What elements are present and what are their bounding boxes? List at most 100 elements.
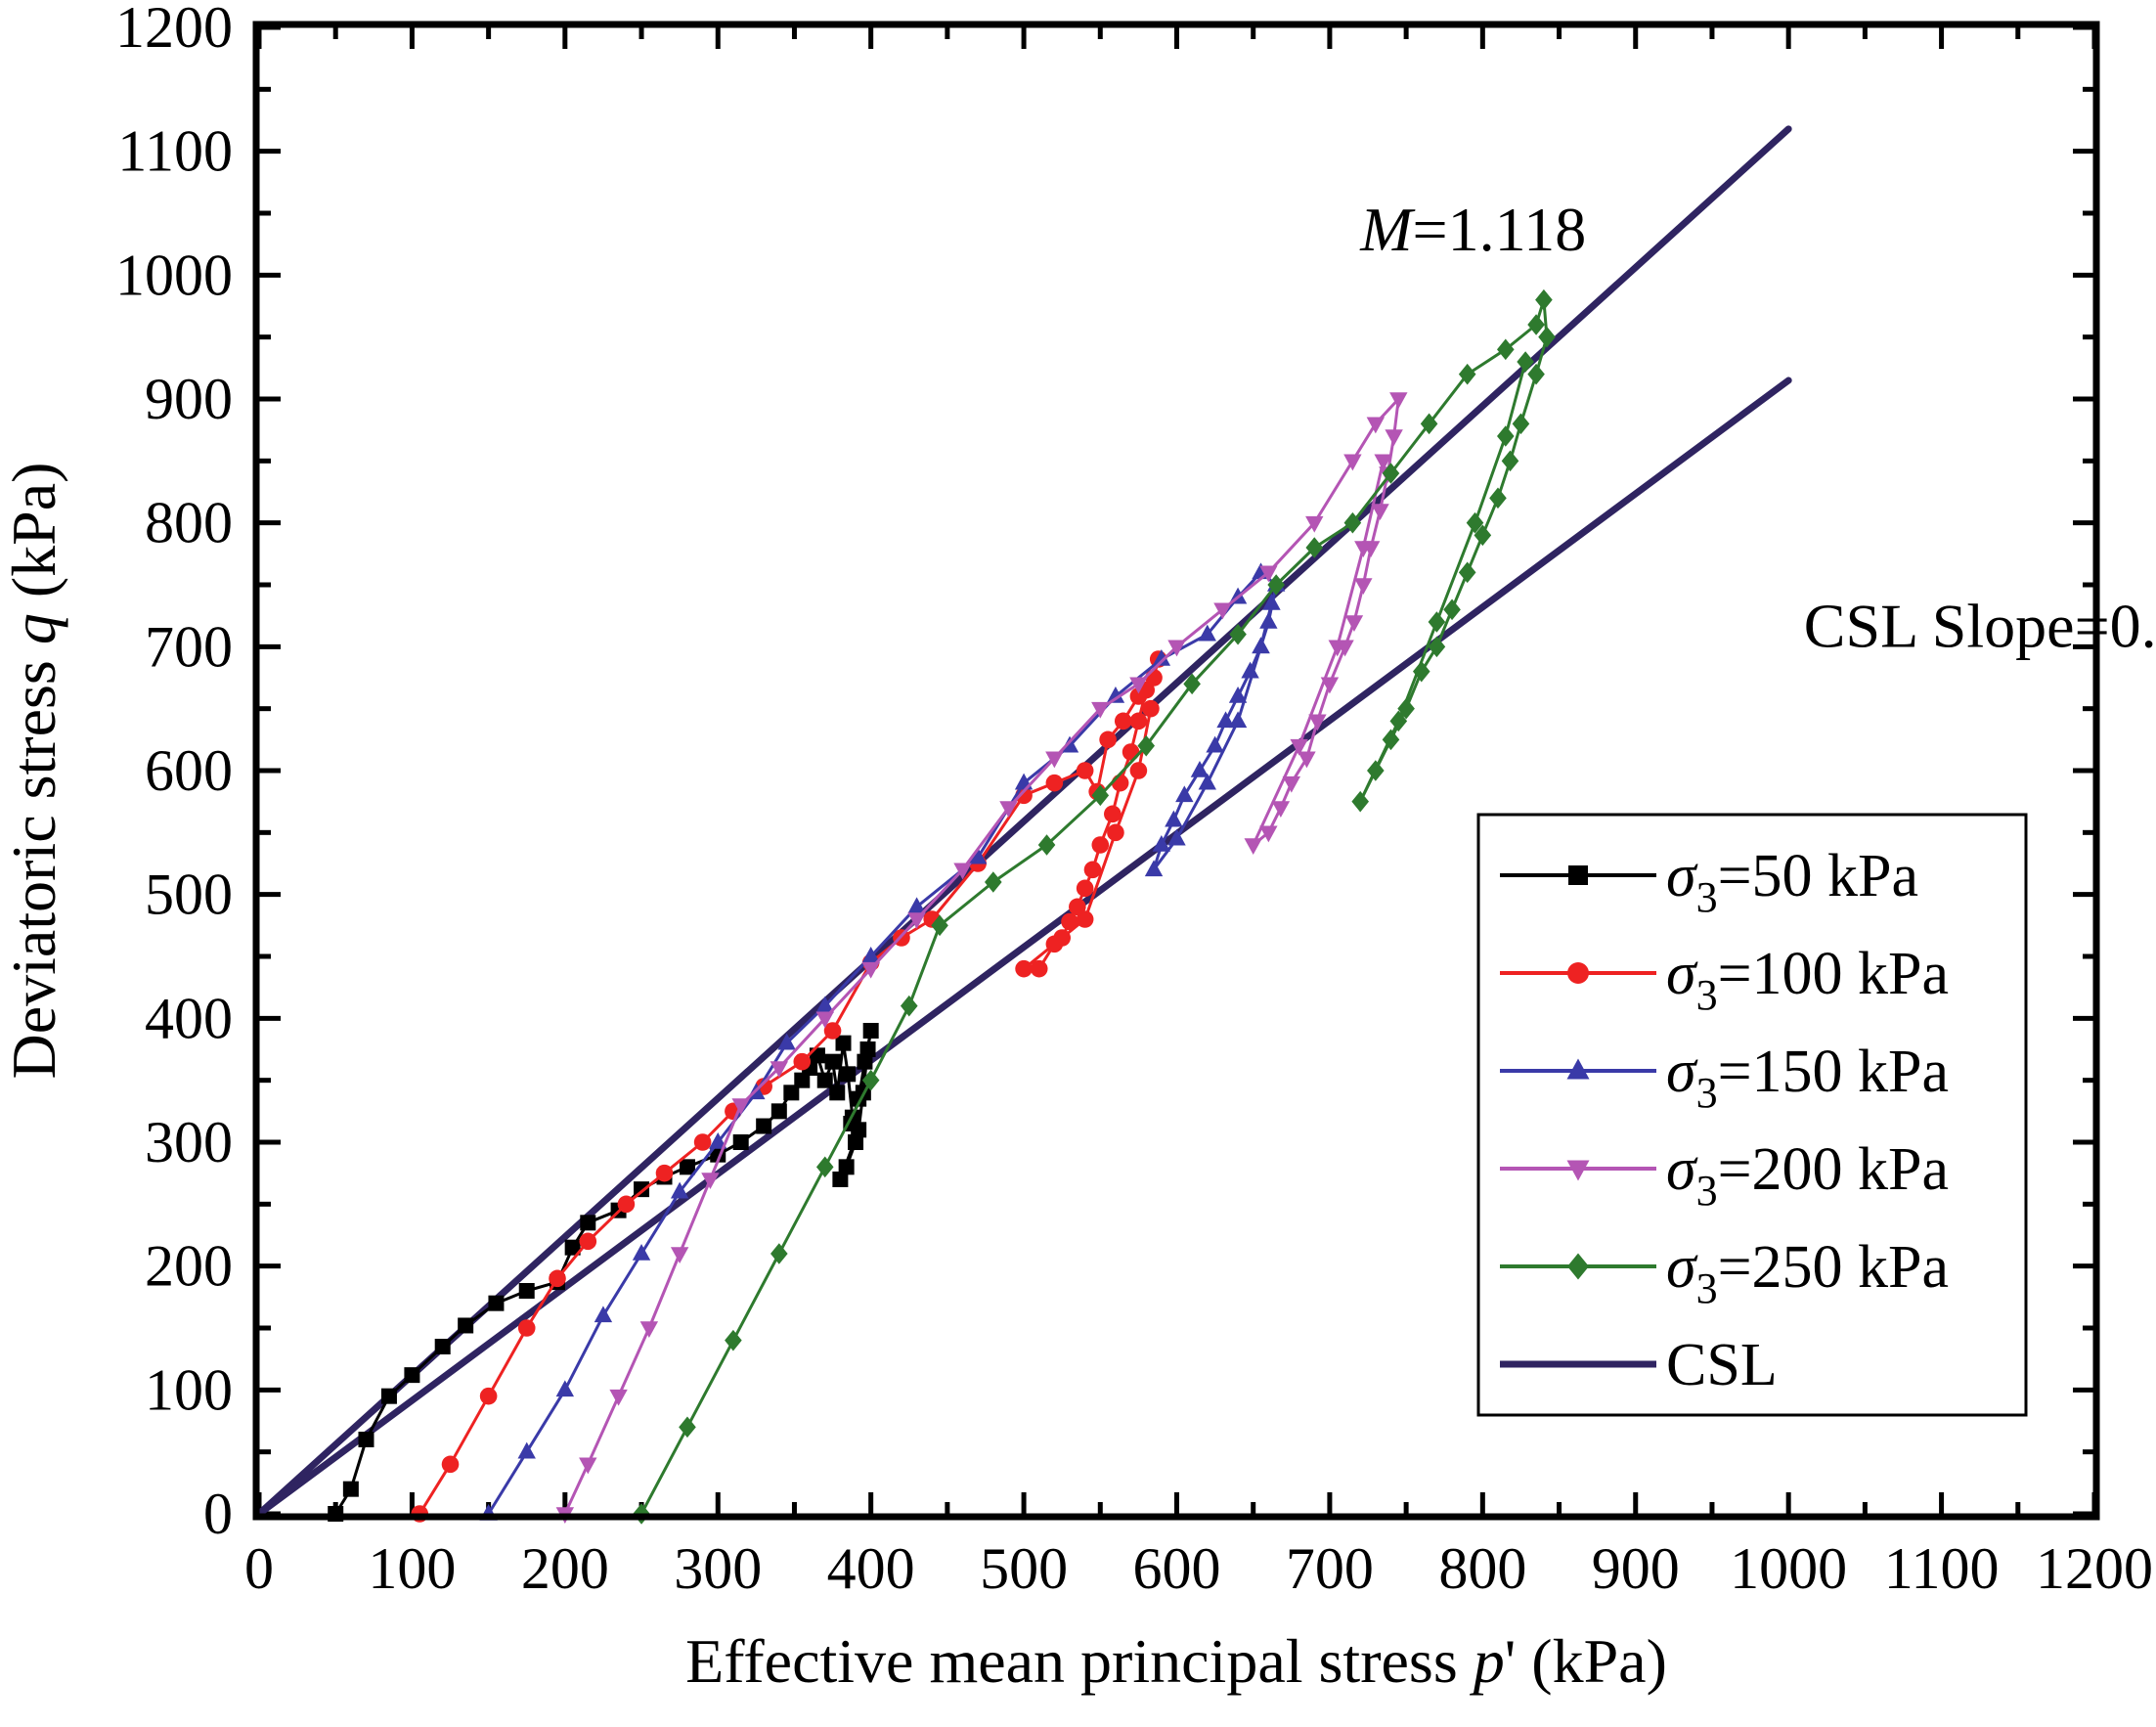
y-tick-label: 700 (145, 614, 233, 679)
data-point (907, 912, 926, 929)
data-point (1213, 602, 1232, 620)
data-point (862, 1023, 879, 1039)
legend-swatch-marker (1567, 962, 1589, 984)
data-point (838, 1159, 855, 1175)
data-point (1382, 729, 1400, 751)
data-point (555, 1380, 575, 1397)
y-axis-title-var: q (0, 613, 68, 644)
data-point (1351, 790, 1369, 813)
data-point (900, 995, 918, 1017)
data-point (1262, 594, 1281, 610)
legend-label-rest: CSL (1666, 1332, 1778, 1398)
data-point (639, 1321, 659, 1338)
legend-label: σ3=150 kPa (1666, 1039, 1949, 1117)
data-point (1228, 686, 1248, 703)
data-point (1122, 743, 1140, 761)
data-point (1458, 561, 1476, 584)
data-point (1190, 761, 1210, 777)
x-axis-title-var: p (1470, 1626, 1505, 1696)
data-point (1412, 660, 1430, 683)
y-tick-label: 1000 (115, 243, 233, 307)
data-point (670, 1181, 689, 1199)
x-tick-label: 0 (244, 1536, 274, 1601)
data-point (861, 961, 880, 979)
data-point (815, 1011, 834, 1029)
data-point (1045, 774, 1064, 792)
x-tick-label: 500 (980, 1536, 1068, 1601)
legend-item-1: σ3=50 kPa (1500, 843, 1918, 921)
data-point (549, 1269, 566, 1288)
y-tick-label: 600 (145, 738, 233, 803)
data-point (358, 1432, 374, 1447)
y-axis-title-pre: Deviatoric stress (0, 644, 68, 1079)
legend-label-rest: =50 kPa (1718, 843, 1918, 909)
data-point (1216, 711, 1235, 729)
data-point (1343, 454, 1362, 471)
data-point (632, 1244, 651, 1261)
data-point (1308, 714, 1327, 731)
data-point (829, 1085, 846, 1101)
x-tick-label: 900 (1592, 1536, 1680, 1601)
data-point (1305, 515, 1324, 533)
data-point (794, 1072, 811, 1088)
y-tick-label: 0 (203, 1482, 233, 1546)
legend-label: σ3=250 kPa (1666, 1234, 1949, 1312)
data-point (770, 1061, 789, 1078)
data-point (816, 1072, 833, 1088)
annotation-m: M=1.118 (1359, 195, 1586, 264)
data-point (1152, 649, 1171, 666)
data-point (1389, 710, 1408, 732)
data-point (732, 1134, 749, 1150)
y-tick-label: 400 (145, 986, 233, 1050)
data-point (1282, 775, 1301, 793)
data-point (1175, 785, 1194, 803)
x-axis-title-pre: Effective mean principal stress (685, 1626, 1474, 1696)
data-point (823, 1022, 842, 1040)
legend-box (1476, 813, 2028, 1417)
series-1 (328, 1023, 879, 1522)
data-point (1111, 774, 1129, 792)
data-point (1076, 762, 1094, 779)
legend-swatch-marker (1567, 1253, 1589, 1280)
data-point (679, 1416, 696, 1439)
data-point (1267, 574, 1285, 596)
data-point (1443, 598, 1461, 621)
data-point (840, 1066, 857, 1083)
data-point (404, 1367, 420, 1384)
data-point (1298, 751, 1316, 769)
data-point (1389, 392, 1408, 409)
data-point (1458, 363, 1476, 385)
data-point (1099, 731, 1117, 749)
x-axis-title-post: ' (kPa) (1505, 1626, 1667, 1696)
data-point (1142, 699, 1160, 718)
legend-item-6: CSL (1500, 1332, 1778, 1398)
data-point (1076, 879, 1094, 898)
legend-swatch-marker (1566, 1058, 1590, 1080)
data-point (1320, 677, 1340, 694)
data-point (1167, 828, 1186, 846)
legend-label-rest: =150 kPa (1718, 1039, 1949, 1105)
data-point (815, 996, 834, 1013)
legend-label: σ3=50 kPa (1666, 843, 1918, 921)
legend-swatch-marker (1568, 865, 1588, 885)
data-point (1474, 524, 1492, 547)
data-point (1328, 640, 1346, 657)
data-point (1037, 834, 1056, 856)
data-point (835, 1035, 852, 1051)
data-point (1290, 738, 1308, 756)
data-point (1229, 623, 1247, 645)
legend-label: CSL (1666, 1332, 1778, 1398)
data-point (857, 1053, 873, 1070)
data-point (953, 863, 972, 880)
data-point (1167, 640, 1186, 657)
y-tick-label: 800 (145, 491, 233, 555)
data-point (861, 1069, 880, 1091)
annotation-text: =1.118 (1413, 195, 1587, 264)
data-point (617, 1195, 636, 1214)
data-point (1076, 910, 1094, 928)
data-point (1183, 673, 1201, 695)
data-point (1107, 823, 1124, 842)
data-point (609, 1389, 628, 1406)
data-point (1517, 351, 1534, 373)
